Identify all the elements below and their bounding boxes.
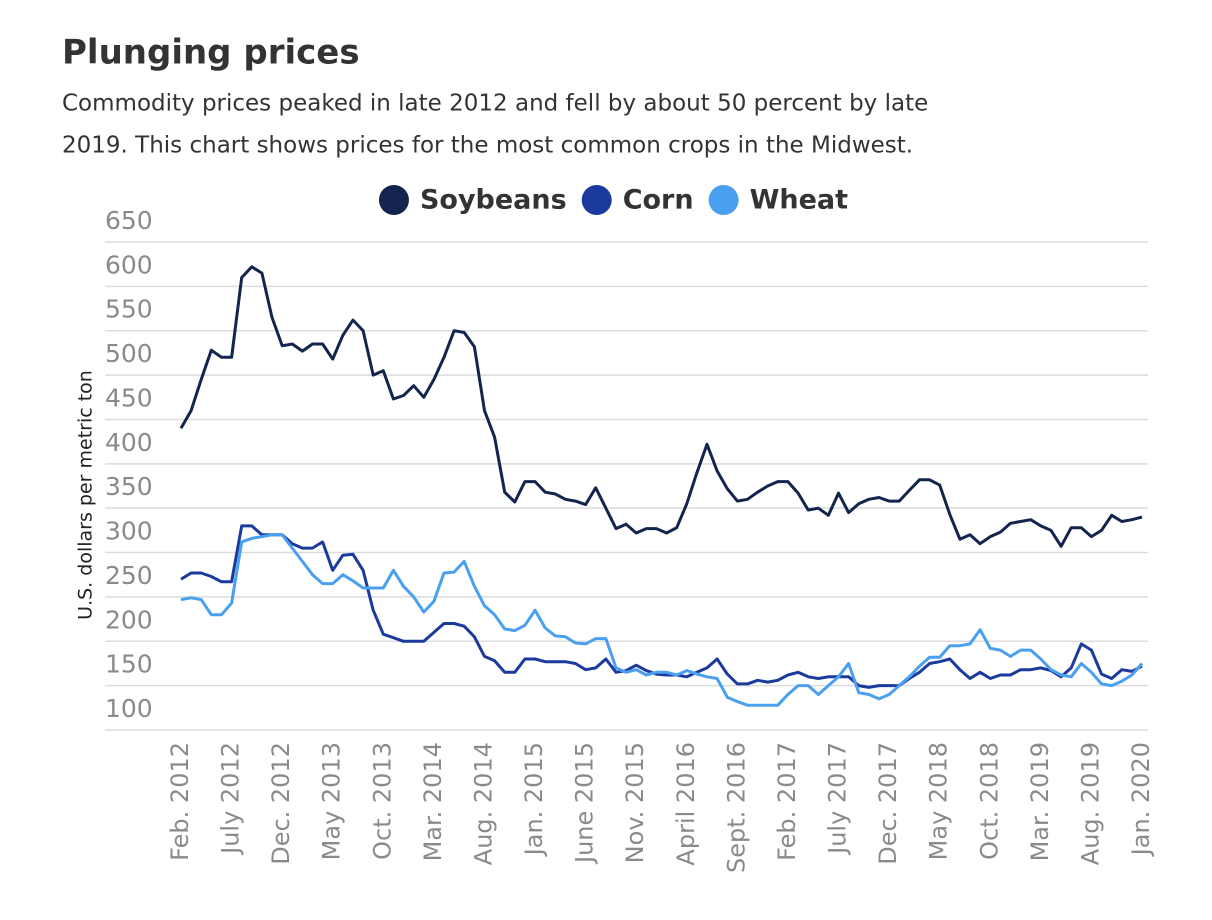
x-tick-label: Sept. 2016 [722,742,750,873]
y-tick-label: 150 [105,650,153,679]
y-tick-label: 250 [105,561,153,590]
y-tick-label: 450 [105,383,153,412]
x-tick-label: Dec. 2012 [267,742,295,865]
x-tick-label: July 2012 [217,742,245,856]
legend-label: Corn [623,185,694,216]
x-tick-label: Feb. 2012 [166,742,194,861]
x-tick-label: Oct. 2018 [975,742,1003,860]
legend: Soybeans Corn Wheat [378,185,849,216]
x-tick-label: Mar. 2019 [1026,742,1054,861]
legend-swatch [378,185,409,215]
legend-item: Soybeans [378,185,567,216]
x-tick-label: May 2013 [318,742,346,860]
y-tick-label: 400 [105,428,153,457]
grid: 100 150 200 250 300 350 400 450 500 550 600 650 Feb.… [105,206,1155,873]
x-tick-label: Jan. 2020 [1127,742,1155,857]
legend-label: Soybeans [420,185,567,216]
legend-item: Corn [581,185,694,216]
y-tick-label: 100 [105,694,153,723]
x-tick-label: Feb. 2017 [773,742,801,861]
y-tick-label: 350 [105,472,153,501]
data-line [180,524,1143,689]
data-line [180,533,1144,707]
chart-title: Plunging prices [62,33,360,73]
legend-swatch [708,185,739,215]
x-tick-label: May 2018 [925,742,953,860]
x-tick-label: Nov. 2015 [621,742,649,863]
x-tick-label: July 2017 [824,742,852,856]
y-tick-label: 300 [105,517,153,546]
data-line [179,265,1143,548]
chart-subtitle: Commodity prices peaked in late 2012 and… [62,91,928,117]
x-tick-label: Aug. 2019 [1076,742,1104,865]
x-tick-label: April 2016 [672,742,700,866]
y-tick-label: 650 [105,206,153,235]
x-tick-label: Dec. 2017 [874,742,902,865]
plot-lines [179,265,1144,707]
x-tick-label: Aug. 2014 [469,742,497,865]
legend-swatch [581,185,612,215]
y-tick-label: 600 [105,250,153,279]
y-tick-label: 500 [105,339,153,368]
legend-item: Wheat [708,185,849,216]
x-tick-label: Oct. 2013 [368,742,396,860]
y-tick-label: 200 [105,605,153,634]
x-tick-label: Jan. 2015 [520,742,548,857]
x-tick-label: Mar. 2014 [419,742,447,861]
y-axis-label: U.S. dollars per metric ton [75,370,97,620]
x-tick-label: June 2015 [571,742,599,865]
legend-label: Wheat [750,185,849,216]
chart-subtitle: 2019. This chart shows prices for the mo… [62,133,913,159]
y-tick-label: 550 [105,295,153,324]
